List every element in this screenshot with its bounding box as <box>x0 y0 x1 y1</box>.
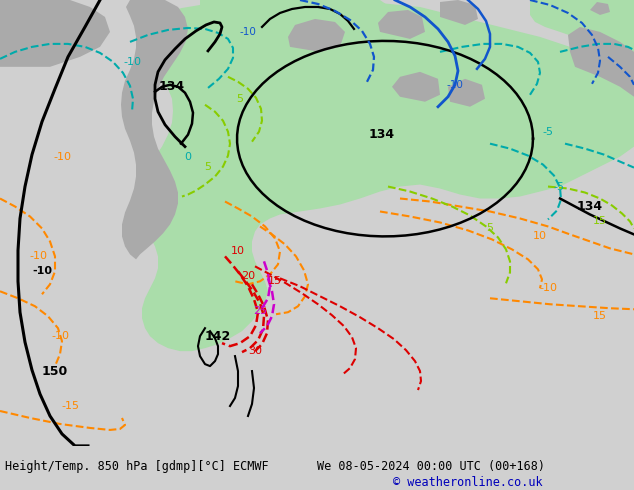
Text: -15: -15 <box>61 401 79 411</box>
Text: 5: 5 <box>486 223 493 233</box>
Polygon shape <box>392 72 440 102</box>
Text: -10: -10 <box>32 267 52 276</box>
Text: 134: 134 <box>159 80 185 93</box>
Text: © weatheronline.co.uk: © weatheronline.co.uk <box>393 476 543 489</box>
Text: 15: 15 <box>593 217 607 226</box>
Text: -10: -10 <box>123 57 141 67</box>
Polygon shape <box>288 19 345 52</box>
Text: 134: 134 <box>577 200 603 213</box>
Polygon shape <box>530 0 634 67</box>
Polygon shape <box>568 27 634 97</box>
Text: We 08-05-2024 00:00 UTC (00+168): We 08-05-2024 00:00 UTC (00+168) <box>317 460 545 473</box>
Text: -10: -10 <box>240 27 256 37</box>
Polygon shape <box>378 10 425 39</box>
Text: 150: 150 <box>42 365 68 378</box>
Text: 5: 5 <box>205 162 212 172</box>
Text: 142: 142 <box>205 330 231 343</box>
Text: 25: 25 <box>253 306 267 316</box>
Text: 134: 134 <box>369 128 395 141</box>
Polygon shape <box>440 0 478 25</box>
Text: -10: -10 <box>539 283 557 294</box>
Polygon shape <box>136 0 634 351</box>
Text: -5: -5 <box>543 127 553 137</box>
Text: 15: 15 <box>593 311 607 321</box>
Polygon shape <box>590 2 610 15</box>
Text: -10: -10 <box>29 251 47 261</box>
Text: -10: -10 <box>53 151 71 162</box>
Text: 20: 20 <box>241 271 255 281</box>
Text: 5: 5 <box>236 94 243 104</box>
Text: 30: 30 <box>248 346 262 356</box>
Text: -5: -5 <box>553 181 564 192</box>
Text: 15: 15 <box>268 276 282 286</box>
Polygon shape <box>448 79 485 107</box>
Polygon shape <box>0 0 110 67</box>
Text: Height/Temp. 850 hPa [gdmp][°C] ECMWF: Height/Temp. 850 hPa [gdmp][°C] ECMWF <box>5 460 269 473</box>
Polygon shape <box>340 0 390 12</box>
Text: 10: 10 <box>231 246 245 256</box>
Text: 10: 10 <box>533 231 547 242</box>
Text: 0: 0 <box>184 151 191 162</box>
Text: -10: -10 <box>51 331 69 341</box>
Text: -10: -10 <box>446 80 463 90</box>
Polygon shape <box>121 0 188 259</box>
